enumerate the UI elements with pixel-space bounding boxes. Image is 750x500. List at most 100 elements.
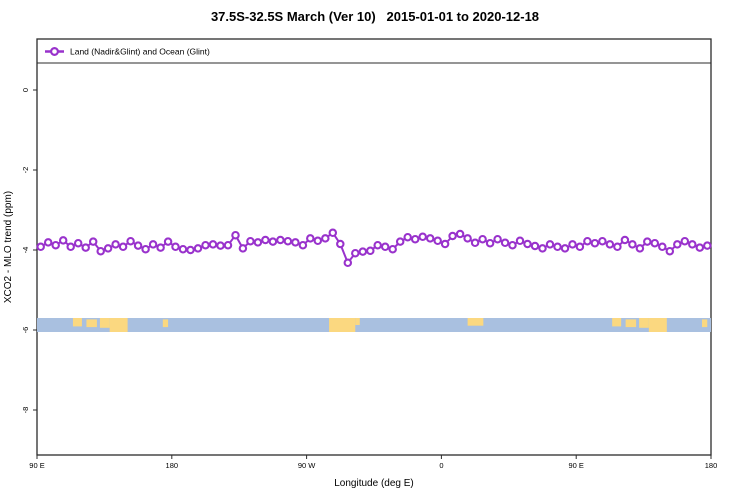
data-point (403, 232, 412, 242)
data-point (613, 242, 622, 252)
data-point (485, 238, 495, 248)
data-point (223, 240, 233, 250)
data-point (246, 236, 255, 246)
map-band-land-patch (648, 318, 667, 332)
data-point (373, 240, 382, 250)
data-point (193, 244, 203, 253)
data-point (231, 230, 240, 240)
data-point (538, 244, 547, 253)
data-point (605, 240, 615, 249)
data-point (216, 241, 225, 250)
data-point (635, 244, 645, 253)
y-tick-label: -2 (21, 167, 30, 174)
data-point (673, 240, 682, 249)
data-point (553, 242, 562, 252)
data-point (395, 237, 405, 246)
data-point (283, 236, 293, 246)
legend-label: Land (Nadir&Glint) and Ocean (Glint) (70, 47, 210, 57)
data-point (425, 234, 435, 243)
data-point (141, 244, 150, 254)
x-tick-label: 180 (166, 461, 179, 470)
map-band-land-patch (355, 318, 360, 325)
data-point (665, 246, 675, 256)
x-tick-label: 90 W (298, 461, 316, 470)
data-point (650, 238, 660, 248)
data-point (238, 244, 248, 253)
data-point (81, 243, 90, 252)
data-point (171, 242, 180, 252)
data-point (328, 228, 338, 238)
data-point (478, 234, 487, 244)
data-point (321, 234, 330, 243)
data-point (201, 240, 210, 250)
data-point (96, 246, 105, 256)
data-point (448, 231, 457, 241)
data-point (598, 236, 607, 246)
data-point (455, 229, 465, 239)
data-point (703, 241, 712, 250)
data-point (568, 240, 577, 249)
map-band-land-patch (162, 319, 169, 328)
data-point (380, 242, 390, 252)
map-band-land-patch (467, 318, 484, 326)
x-axis-title: Longitude (deg E) (334, 478, 414, 489)
data-point (463, 234, 472, 243)
data-point (291, 238, 300, 247)
data-point (695, 243, 705, 252)
data-point (148, 240, 158, 249)
map-band-land-patch (329, 318, 356, 332)
data-point (508, 240, 517, 250)
x-tick-label: 180 (705, 461, 718, 470)
data-point (575, 242, 585, 252)
chart-title: 37.5S-32.5S March (Ver 10) 2015-01-01 to… (210, 9, 540, 24)
data-point (178, 244, 188, 254)
data-point (388, 244, 397, 254)
data-point (418, 232, 427, 242)
data-point (366, 246, 375, 256)
map-band-land-patch (702, 319, 708, 328)
data-point (343, 258, 353, 268)
data-point (560, 244, 570, 253)
data-point (620, 235, 630, 245)
data-point (313, 236, 323, 246)
map-band-land-patch (86, 319, 97, 328)
data-point (58, 236, 68, 245)
data-point (133, 241, 143, 250)
data-point (493, 234, 502, 244)
data-point (680, 236, 690, 246)
data-point (268, 237, 278, 246)
data-point (643, 237, 652, 246)
data-point (628, 240, 637, 249)
data-point (43, 238, 53, 247)
map-band-land-patch (109, 318, 128, 332)
data-point (66, 242, 75, 252)
x-tick-label: 0 (439, 461, 443, 470)
data-point (253, 238, 263, 247)
legend-marker-icon (49, 46, 59, 56)
data-point (208, 240, 218, 249)
data-point (298, 240, 308, 250)
data-point (118, 242, 128, 252)
data-point (276, 235, 285, 245)
map-band-land-patch (639, 318, 649, 328)
map-band-land-patch (72, 318, 82, 327)
data-point (530, 241, 540, 251)
data-point (590, 238, 600, 248)
data-point (545, 240, 555, 249)
data-point (358, 247, 368, 256)
y-tick-label: -6 (21, 327, 30, 334)
data-point (36, 242, 45, 252)
x-tick-label: 90 E (29, 461, 44, 470)
data-point (433, 236, 442, 246)
data-point (103, 244, 113, 253)
data-point (51, 240, 60, 250)
data-point (306, 234, 315, 243)
data-point (658, 242, 667, 252)
map-band-land-patch (625, 319, 637, 328)
data-point (336, 239, 345, 249)
y-tick-label: -8 (21, 407, 30, 414)
data-point (351, 248, 360, 258)
data-point (470, 238, 480, 248)
